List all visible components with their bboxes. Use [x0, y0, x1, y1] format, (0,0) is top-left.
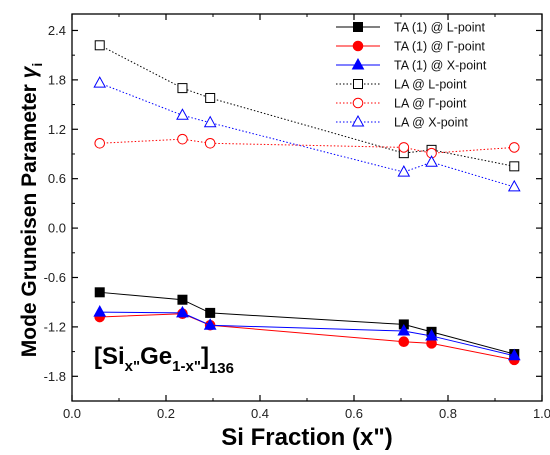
legend-marker: [352, 97, 364, 109]
y-tick-label: 2.4: [48, 23, 66, 38]
series-4: [94, 133, 520, 159]
data-point: [203, 318, 217, 330]
legend-label: LA @ L-point: [394, 78, 467, 92]
data-point: [508, 142, 520, 153]
data-point: [205, 307, 216, 318]
legend-label: LA @ X-point: [394, 116, 468, 130]
legend-label: LA @ Γ-point: [394, 97, 467, 111]
data-point: [93, 305, 107, 317]
composition-annotation: [Six"Ge1-x"]136: [94, 343, 234, 377]
data-point: [398, 142, 410, 153]
x-tick-label: 0.2: [157, 406, 175, 421]
y-tick-label: 0.0: [48, 221, 66, 236]
legend-marker: [352, 40, 364, 52]
data-point: [509, 161, 520, 172]
y-tick-label: 1.8: [48, 72, 66, 87]
data-point: [94, 287, 105, 298]
legend-label: TA (1) @ L-point: [394, 21, 485, 35]
data-point: [507, 348, 521, 361]
data-point: [507, 179, 521, 192]
x-tick-label: 1.0: [533, 406, 550, 421]
legend: TA (1) @ L-point TA (1) @ Γ-point TA (1) @…: [336, 21, 487, 130]
legend-marker: [353, 22, 363, 32]
legend-item: LA @ L-point: [336, 78, 467, 92]
y-tick-label: -1.2: [44, 319, 66, 334]
x-tick-label: 0.6: [345, 406, 363, 421]
legend-marker: [351, 114, 365, 127]
x-tick-label: 0.4: [251, 406, 269, 421]
data-point: [397, 165, 411, 177]
legend-label: TA (1) @ Γ-point: [394, 40, 485, 54]
data-point: [94, 40, 105, 51]
data-point: [94, 137, 106, 149]
data-point: [176, 305, 189, 318]
data-point: [205, 92, 216, 103]
data-point: [177, 294, 188, 305]
series-layer: [93, 40, 521, 366]
legend-marker: [351, 57, 365, 70]
legend-label: TA (1) @ X-point: [394, 59, 487, 73]
data-point: [177, 83, 188, 94]
data-point: [397, 323, 411, 336]
legend-item: TA (1) @ X-point: [336, 57, 487, 73]
data-point: [204, 137, 216, 149]
series-line: [99, 311, 515, 357]
data-point: [425, 155, 438, 167]
x-tick-label: 0.8: [439, 406, 457, 421]
series-line: [99, 313, 515, 361]
axis-ticks: 0.0 0.2 0.4 0.6 0.8 1.0 -1.8 -1.2 -0.6 0.0 0.6 1.2 1…: [44, 14, 550, 421]
series-line: [99, 138, 515, 154]
data-point: [176, 108, 189, 120]
data-point: [203, 115, 217, 128]
series-line: [99, 82, 515, 188]
legend-item: LA @ Γ-point: [336, 97, 467, 111]
series-line: [99, 44, 515, 167]
legend-item: LA @ X-point: [336, 114, 468, 130]
legend-item: TA (1) @ Γ-point: [336, 40, 485, 54]
data-point: [398, 336, 410, 348]
series-5: [93, 76, 521, 192]
x-axis-title: Si Fraction (x"): [221, 424, 392, 451]
data-point: [93, 76, 107, 88]
series-2: [93, 305, 521, 361]
y-tick-label: -0.6: [44, 270, 66, 285]
x-tick-label: 0.0: [63, 406, 81, 421]
series-line: [99, 291, 515, 355]
y-axis-title: Mode Gruneisen Parameter γi: [18, 63, 45, 358]
data-point: [425, 328, 438, 341]
y-tick-label: 0.6: [48, 171, 66, 186]
legend-marker: [353, 79, 363, 89]
y-tick-label: 1.2: [48, 122, 66, 137]
data-point: [177, 133, 188, 145]
legend-item: TA (1) @ L-point: [336, 21, 485, 35]
y-tick-label: -1.8: [44, 369, 66, 384]
